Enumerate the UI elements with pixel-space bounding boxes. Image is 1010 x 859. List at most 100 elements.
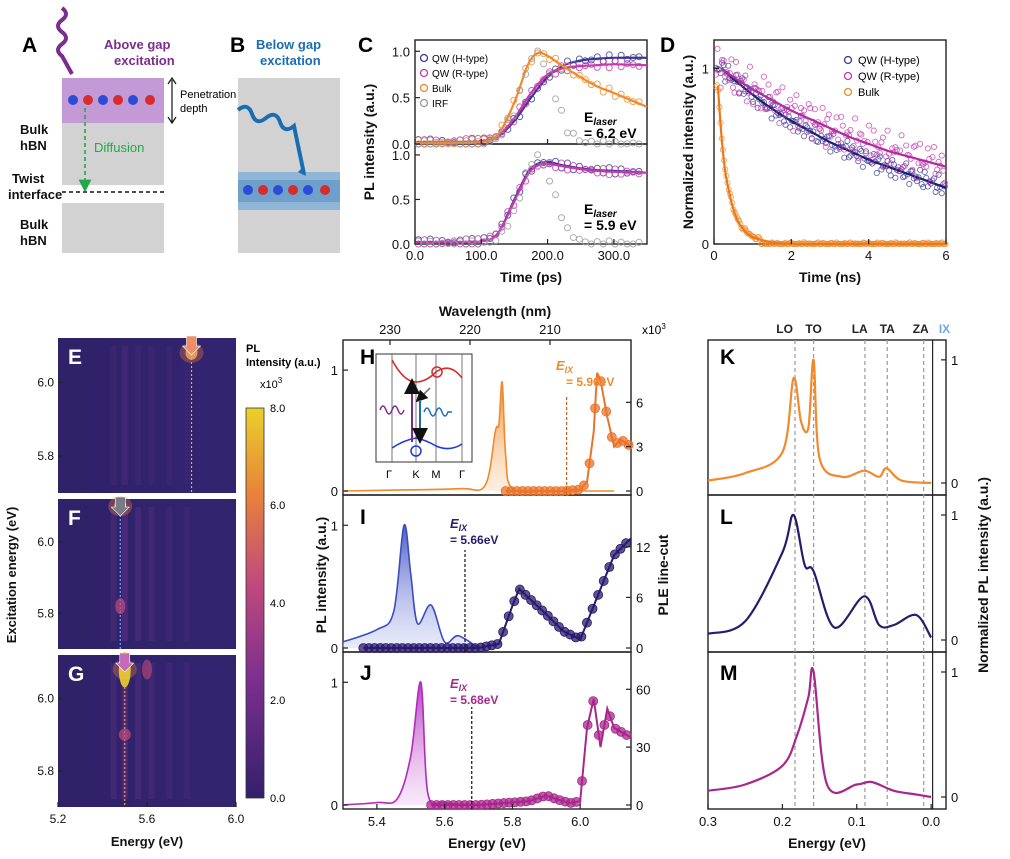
d-data-point xyxy=(856,130,863,137)
c-data-point xyxy=(522,169,530,177)
d-data-point xyxy=(845,154,852,161)
hij-y-ticklabel: 1 xyxy=(331,363,338,378)
c-data-point xyxy=(623,55,631,63)
c-data-point xyxy=(546,70,554,78)
panel-b-title-2: excitation xyxy=(260,53,321,68)
d-data-point xyxy=(782,121,789,128)
c-data-point xyxy=(635,140,643,148)
d-data-point xyxy=(714,45,721,52)
d-data-point xyxy=(900,174,907,181)
heatmap-features xyxy=(108,335,204,807)
d-data-point xyxy=(870,150,877,158)
heat-streak xyxy=(121,507,128,641)
d-data-point xyxy=(932,188,939,195)
d-data-point xyxy=(796,118,803,125)
j-axes xyxy=(342,651,632,810)
d-data-point xyxy=(869,156,876,163)
d-data-point xyxy=(848,146,856,153)
ple-point xyxy=(599,720,610,730)
c-legend-r: QW (R-type) xyxy=(432,69,488,80)
panel-label-g: G xyxy=(68,663,84,686)
panel-b: B Below gap excitation xyxy=(230,34,340,253)
d-data-point xyxy=(768,115,775,122)
c-data-point xyxy=(599,137,607,145)
d-data-point xyxy=(872,138,879,145)
d-data-point xyxy=(896,147,904,154)
c-data-point xyxy=(599,240,607,248)
ple-point xyxy=(587,603,598,614)
d-data-point xyxy=(759,240,766,248)
d-data-point xyxy=(822,143,829,150)
ple-point xyxy=(601,406,612,417)
twist-label-a: Twist xyxy=(12,171,45,186)
d-data-point xyxy=(839,122,846,129)
heat-streak xyxy=(121,346,128,485)
c-x-ticklabel: 300.0 xyxy=(598,248,631,263)
ple-point xyxy=(498,627,508,637)
klm-ylabel: Normalized PL intensity (a.u.) xyxy=(975,477,991,673)
efg-ticks: 5.8 6.0 5.8 6.0 5.8 6.0 5.2 5.6 6.0 xyxy=(37,375,244,826)
d-data-point xyxy=(740,76,747,83)
heat-streak xyxy=(110,507,117,641)
d-ylabel: Normalized intensity (a.u.) xyxy=(680,55,696,229)
heat-streak xyxy=(184,663,191,799)
d-data-point xyxy=(811,106,818,113)
hij-ylabel-left: PL intensity (a.u.) xyxy=(313,517,329,633)
ple-point xyxy=(604,562,615,572)
d-data-point xyxy=(787,96,794,103)
c-data-point xyxy=(516,86,524,94)
efg-xlabel: Energy (eV) xyxy=(111,834,183,849)
c-data-point xyxy=(528,55,536,63)
phonon-arrow xyxy=(415,387,431,403)
panel-a-title-1: Above gap xyxy=(104,37,171,52)
ple-point xyxy=(590,403,600,414)
c-data-point xyxy=(605,237,613,245)
klm-y-ticklabel: 1 xyxy=(951,508,958,523)
d-data-point xyxy=(876,150,883,157)
ple-point xyxy=(509,596,520,607)
heat-secondary xyxy=(115,598,126,615)
c-legend: QW (H-type) QW (R-type) Bulk IRF xyxy=(419,53,488,110)
d-data-point xyxy=(927,180,934,187)
klm-xlabel: Energy (eV) xyxy=(788,835,866,851)
panel-a: A Above gap excitation Diffusion Penetra… xyxy=(8,6,236,253)
c-data-point xyxy=(593,140,601,148)
d-data-point xyxy=(743,98,750,105)
d-legend-r: QW (R-type) xyxy=(858,71,920,83)
pl-fill xyxy=(343,681,479,805)
d-data-point xyxy=(917,140,924,147)
c-data-point xyxy=(492,237,500,245)
cbar-tick-4: 4.0 xyxy=(270,598,285,610)
hij-y-ticklabel: 0 xyxy=(331,641,338,656)
d-data-point xyxy=(814,138,822,145)
pl-line xyxy=(342,524,479,649)
inset-gamma-1: Γ xyxy=(386,469,392,481)
d-data-point xyxy=(906,180,913,188)
d-data-point xyxy=(918,181,925,188)
d-data-point xyxy=(841,146,848,153)
c-y-ticklabel: 1.0 xyxy=(392,44,410,59)
panel-label-m: M xyxy=(720,662,738,685)
panel-b-title-1: Below gap xyxy=(256,37,321,52)
ple-point xyxy=(579,480,589,491)
d-data-point xyxy=(818,127,825,134)
phonon-label: LO xyxy=(776,322,793,336)
heat-secondary xyxy=(118,728,131,741)
heat-streak xyxy=(184,507,191,641)
hij-r-ticklabel: 0 xyxy=(636,641,643,656)
c-x-ticklabel: 200.0 xyxy=(531,248,564,263)
hij-ylabel-right: PLE line-cut xyxy=(655,534,671,615)
d-data-point xyxy=(913,174,921,181)
bulk-region-1 xyxy=(62,123,164,185)
d-data-point xyxy=(876,153,883,160)
hij-x-ticklabel: 5.4 xyxy=(368,814,386,829)
heat-streak xyxy=(166,346,173,485)
klm-x-ticklabel: 0.0 xyxy=(922,814,940,829)
efg-y-ticklabel: 6.0 xyxy=(37,691,54,705)
d-series xyxy=(712,45,949,248)
c-xlabel: Time (ps) xyxy=(500,269,562,285)
d-data-point xyxy=(855,154,862,161)
klm-y-ticklabel: 0 xyxy=(951,633,958,648)
panel-label-j: J xyxy=(360,662,372,685)
